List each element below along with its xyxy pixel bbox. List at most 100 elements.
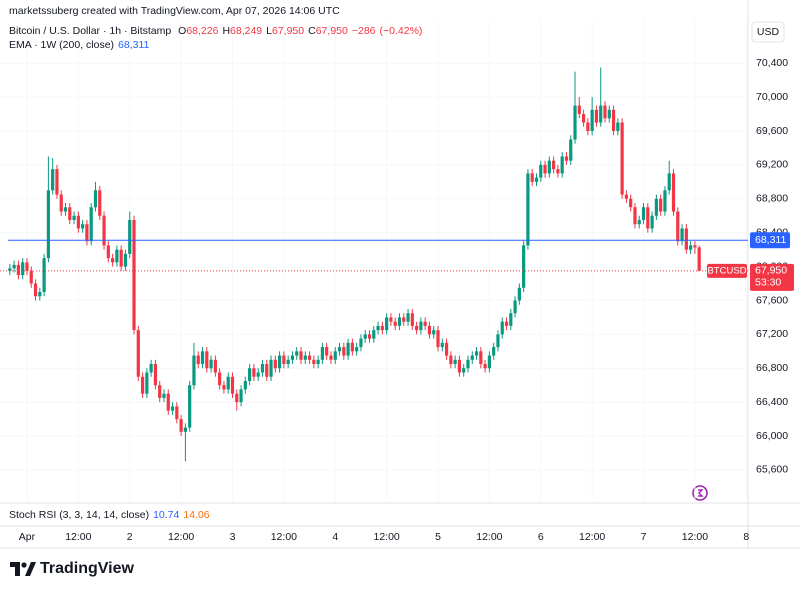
candle-body [564, 156, 569, 161]
candle-body [226, 376, 230, 390]
ohlc-key: O [178, 25, 187, 37]
candle-body [68, 207, 72, 220]
candle-body [12, 264, 16, 269]
candle-body [119, 249, 123, 267]
y-tick-label: 70,000 [756, 91, 788, 103]
candle-body [367, 334, 372, 339]
candle-body [389, 317, 393, 322]
candle-body [577, 105, 581, 115]
symbol-tag [707, 263, 747, 278]
currency-label: USD [757, 26, 780, 38]
candle-body [205, 351, 209, 369]
stoch-legend: Stoch RSI (3, 3, 14, 14, close) 10.74 14.0… [9, 509, 214, 521]
candle-body [342, 347, 346, 356]
credit: marketssuberg created with TradingView.c… [9, 5, 340, 17]
candle-body [671, 173, 676, 212]
currency-button[interactable] [751, 21, 785, 43]
candle-body [684, 228, 688, 250]
candle-body [363, 334, 367, 339]
candle-body [333, 351, 337, 360]
candle-body [385, 317, 389, 331]
candle-body [128, 219, 132, 254]
x-tick-label: Apr [19, 531, 36, 543]
candle-body [158, 385, 162, 398]
x-tick-label: 12:00 [168, 531, 194, 543]
x-tick-label: 7 [641, 531, 647, 543]
candle-body [299, 351, 303, 360]
ohlc-key: H [222, 25, 231, 37]
candle-body [312, 359, 316, 365]
candle-body [230, 376, 235, 394]
candle-body [140, 376, 145, 394]
candle-body [38, 292, 42, 297]
candle-body [487, 355, 491, 369]
candle-body [372, 330, 376, 339]
candle-body [316, 359, 320, 365]
candle-body [290, 355, 295, 360]
stoch-k: 10.74 [153, 509, 180, 521]
candle-body [273, 359, 277, 369]
candle-body [286, 359, 290, 365]
candle-body [440, 342, 444, 348]
y-tick-label: 70,400 [756, 57, 788, 69]
x-tick-label: 12:00 [476, 531, 502, 543]
y-tick-label: 65,600 [756, 464, 788, 476]
ohlc-value: 67,950 [272, 25, 305, 37]
candle-body [552, 160, 556, 170]
candle-body [423, 321, 427, 326]
candle-body [303, 355, 307, 360]
candle-body [42, 258, 46, 293]
candle-body [350, 342, 354, 352]
x-tick-label: 2 [127, 531, 133, 543]
y-tick-label: 66,000 [756, 430, 788, 442]
candle-body [115, 249, 119, 263]
candle-body [192, 355, 196, 386]
candle-body [474, 351, 479, 356]
candle-body [581, 114, 586, 123]
candle-body [282, 355, 286, 365]
candle-body [359, 338, 363, 348]
candle-body [153, 364, 158, 386]
x-tick-label: 3 [230, 531, 236, 543]
candle-body [132, 219, 136, 331]
candle-body [183, 427, 187, 432]
y-tick-label: 69,600 [756, 125, 788, 137]
candle-body [547, 160, 551, 174]
candle-body [457, 359, 462, 373]
candle-body [29, 270, 33, 284]
candle-body [196, 355, 200, 365]
candle-body [599, 105, 603, 123]
candle-body [380, 325, 384, 331]
candle-body [243, 380, 247, 390]
candle-body [25, 262, 29, 271]
candle-body [573, 105, 577, 140]
candle-body [500, 321, 504, 335]
candle-body [337, 347, 342, 352]
candle-body [277, 355, 282, 369]
candle-body [235, 393, 239, 403]
candle-body [676, 211, 680, 242]
x-tick-label: 12:00 [65, 531, 91, 543]
candle-body [51, 169, 55, 191]
candle-body [543, 164, 547, 174]
candle-body [21, 262, 25, 276]
candle-body [479, 351, 483, 365]
candle-body [526, 173, 530, 246]
candle-body [85, 224, 89, 242]
candle-body [646, 207, 650, 229]
candle-body [72, 215, 76, 220]
y-tick-label: 66,400 [756, 396, 788, 408]
candle-body [616, 122, 620, 132]
candle-body [586, 122, 590, 132]
candle-body [432, 330, 436, 335]
candle-body [248, 368, 252, 381]
candle-body [55, 169, 59, 195]
candle-body [145, 372, 149, 394]
candle-body [466, 359, 470, 369]
ohlc-value: 68,249 [230, 25, 263, 37]
candle-body [689, 245, 693, 250]
y-tick-label: 69,200 [756, 159, 788, 171]
favorite-icon[interactable] [692, 485, 708, 501]
candle-body [569, 139, 573, 161]
